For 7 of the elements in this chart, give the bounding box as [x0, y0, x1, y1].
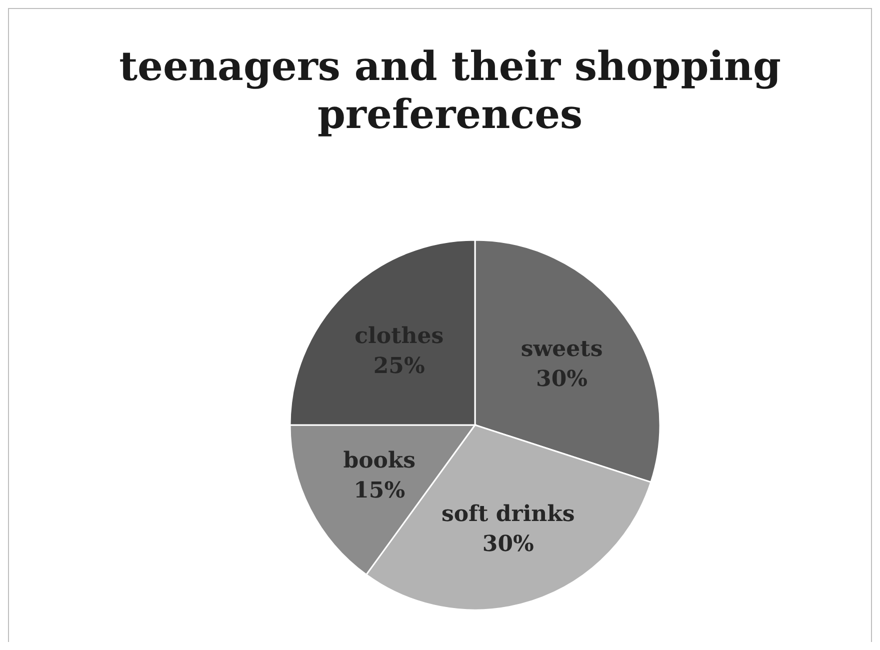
slice-label: books [343, 448, 416, 474]
data-label: 30% [536, 366, 588, 392]
slice-label: soft drinks [442, 501, 575, 528]
slice-label: sweets [520, 336, 603, 362]
data-label: 15% [354, 478, 406, 504]
chart-title: teenagers and their shopping preferences [119, 43, 781, 138]
data-label: 30% [482, 531, 534, 558]
